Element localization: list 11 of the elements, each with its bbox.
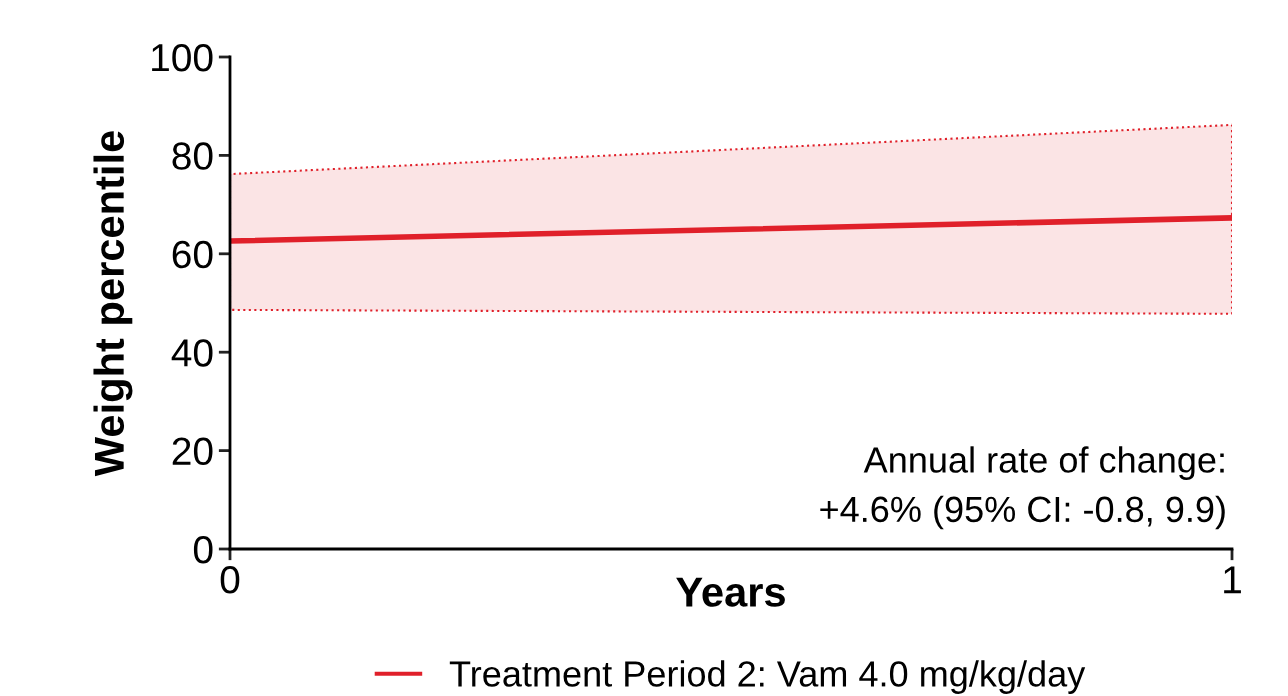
y-tick-label: 20 [172, 437, 213, 466]
y-tick-label: 0 [193, 535, 213, 564]
y-tick-label: 80 [172, 142, 213, 170]
y-tick-label: 100 [152, 43, 213, 72]
x-axis-title: Years [676, 577, 785, 607]
y-axis-title: Weight percentile [93, 131, 133, 477]
annotation: Annual rate of change: +4.6% (95% CI: -0.8, 9.9) [820, 446, 1225, 530]
y-tick-label: 40 [171, 339, 213, 367]
y-tick-label: 60 [172, 240, 213, 269]
x-tick-label: 1 [1224, 566, 1241, 594]
legend-label: Treatment Period 2: Vam 4.0 mg/kg/day [449, 660, 1086, 694]
